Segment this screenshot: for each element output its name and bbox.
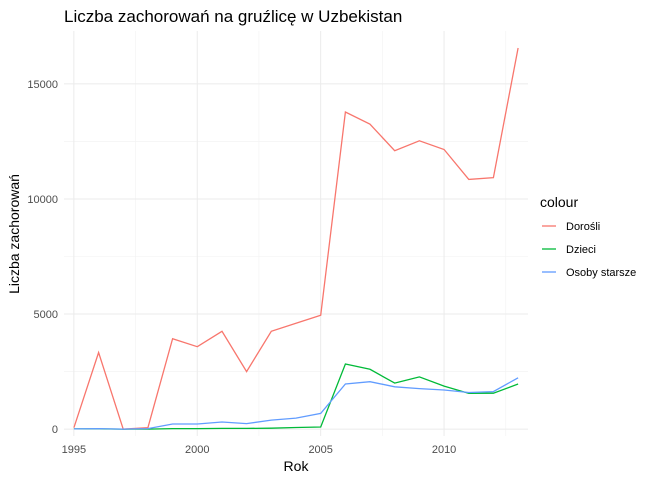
legend-title: colour	[540, 194, 578, 210]
y-tick-label: 15000	[27, 79, 58, 91]
legend-label: Osoby starsze	[566, 267, 636, 279]
y-tick-labels: 0 5000 10000 15000	[27, 79, 58, 436]
series-line	[73, 377, 519, 430]
x-tick-label: 1995	[62, 444, 86, 456]
x-tick-labels: 1995 2000 2005 2010	[62, 444, 457, 456]
chart-title: Liczba zachorowań na gruźlicę w Uzbekist…	[64, 7, 402, 26]
x-tick-label: 2010	[432, 444, 456, 456]
series-group	[73, 47, 519, 430]
y-tick-label: 0	[52, 424, 58, 436]
y-tick-label: 10000	[27, 194, 58, 206]
series-line	[73, 363, 519, 430]
grid	[64, 31, 528, 436]
y-axis-title: Liczba zachorowań	[6, 174, 22, 294]
legend-label: Dorośli	[566, 221, 600, 233]
series-line	[73, 47, 519, 430]
legend: colour Dorośli Dzieci Osoby starsze	[540, 194, 636, 281]
legend-label: Dzieci	[566, 244, 596, 256]
x-tick-label: 2005	[308, 444, 332, 456]
y-tick-label: 5000	[34, 309, 58, 321]
x-axis-title: Rok	[284, 458, 310, 474]
x-tick-label: 2000	[185, 444, 209, 456]
